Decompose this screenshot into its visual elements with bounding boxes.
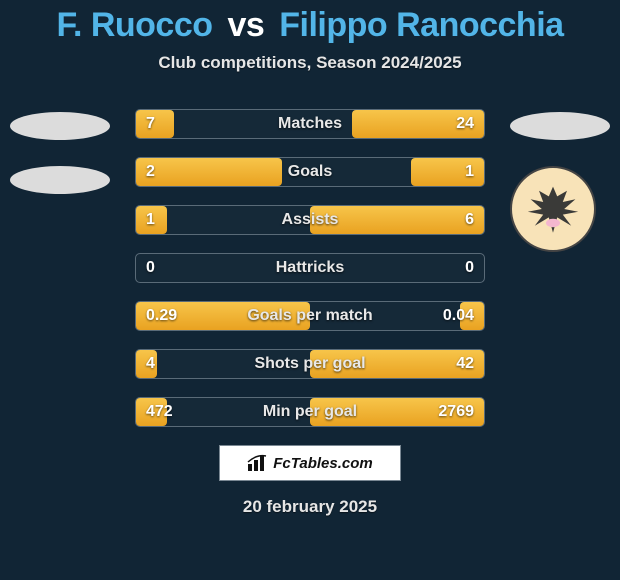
- stat-label: Assists: [282, 211, 339, 229]
- player-left-club-placeholder: [10, 166, 110, 194]
- player-right-badges: [510, 112, 610, 252]
- comparison-title: F. Ruocco vs Filippo Ranocchia: [0, 6, 620, 45]
- eagle-icon: [518, 174, 588, 244]
- stat-value-right: 24: [456, 115, 474, 133]
- footer-logo: FcTables.com: [219, 445, 401, 481]
- stat-label: Goals per match: [247, 307, 372, 325]
- stat-value-right: 0.04: [443, 307, 474, 325]
- stat-row: 0 0 Hattricks: [135, 253, 485, 283]
- title-player-right: Filippo Ranocchia: [279, 6, 563, 44]
- stat-value-left: 7: [146, 115, 155, 133]
- stat-value-right: 0: [465, 259, 474, 277]
- stat-value-left: 0.29: [146, 307, 177, 325]
- stat-row: 0.29 0.04 Goals per match: [135, 301, 485, 331]
- stat-label: Hattricks: [276, 259, 344, 277]
- stats-table: 7 24 Matches 2 1 Goals 1 6 Assists 0 0 Hattricks 0.2…: [135, 109, 485, 427]
- stat-row: 7 24 Matches: [135, 109, 485, 139]
- chart-icon: [247, 454, 269, 472]
- footer-logo-text: FcTables.com: [273, 455, 372, 472]
- title-player-left: F. Ruocco: [56, 6, 212, 44]
- player-left-badges: [10, 112, 110, 220]
- stat-row: 2 1 Goals: [135, 157, 485, 187]
- stat-value-left: 1: [146, 211, 155, 229]
- player-right-photo-placeholder: [510, 112, 610, 140]
- stat-value-left: 0: [146, 259, 155, 277]
- stat-label: Matches: [278, 115, 342, 133]
- stat-value-right: 2769: [438, 403, 474, 421]
- stat-value-right: 42: [456, 355, 474, 373]
- stat-bar-left: [136, 110, 174, 138]
- stat-label: Goals: [288, 163, 332, 181]
- stat-row: 1 6 Assists: [135, 205, 485, 235]
- footer-date: 20 february 2025: [0, 497, 620, 517]
- subtitle: Club competitions, Season 2024/2025: [0, 53, 620, 73]
- title-vs: vs: [227, 6, 264, 44]
- stat-value-right: 1: [465, 163, 474, 181]
- stat-bar-left: [136, 158, 282, 186]
- stat-value-right: 6: [465, 211, 474, 229]
- stat-row: 4 42 Shots per goal: [135, 349, 485, 379]
- stat-value-left: 4: [146, 355, 155, 373]
- stat-value-left: 472: [146, 403, 173, 421]
- stat-row: 472 2769 Min per goal: [135, 397, 485, 427]
- player-left-photo-placeholder: [10, 112, 110, 140]
- player-right-club-crest: [510, 166, 596, 252]
- stat-label: Shots per goal: [254, 355, 365, 373]
- stat-value-left: 2: [146, 163, 155, 181]
- stat-label: Min per goal: [263, 403, 357, 421]
